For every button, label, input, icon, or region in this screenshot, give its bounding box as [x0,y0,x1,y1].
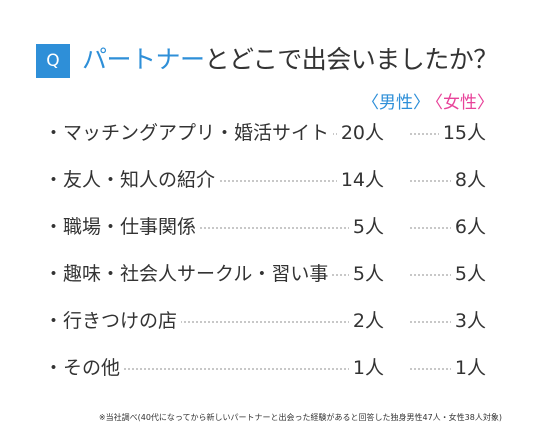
leader-dots [410,227,464,229]
footnote: ※当社調べ(40代になってから新しいパートナーと出会った経験があると回答した独身… [98,413,502,422]
leader-dots [410,133,464,135]
table-row: ・趣味・社会人サークル・習い事 5人 5人 [0,259,536,289]
table-row: ・マッチングアプリ・婚活サイト 20人 15人 [0,118,536,148]
table-row: ・職場・仕事関係 5人 6人 [0,212,536,242]
leader-dots [410,321,464,323]
female-count: 5人 [450,259,486,289]
male-count: 2人 [348,306,384,336]
title-highlight: パートナー [82,45,205,74]
row-label: ・職場・仕事関係 [44,212,201,242]
legend-male: 〈男性〉 [362,93,430,113]
row-label: ・友人・知人の紹介 [44,165,220,195]
row-label: ・行きつけの店 [44,306,182,336]
question-badge: Q [36,44,70,78]
row-label: ・その他 [44,353,125,383]
female-count: 3人 [450,306,486,336]
leader-dots [60,321,378,323]
leader-dots [410,368,464,370]
leader-dots [60,227,378,229]
male-count: 14人 [336,165,384,195]
legend-female: 〈女性〉 [426,93,494,113]
female-count: 15人 [438,118,486,148]
leader-dots [60,368,378,370]
table-row: ・行きつけの店 2人 3人 [0,306,536,336]
table-row: ・友人・知人の紹介 14人 8人 [0,165,536,195]
leader-dots [410,274,464,276]
title-rest: とどこで出会いましたか？ [204,45,499,74]
page-title: パートナーとどこで出会いましたか？ [82,40,498,80]
leader-dots [410,180,464,182]
male-count: 20人 [336,118,384,148]
male-count: 5人 [348,212,384,242]
male-count: 1人 [348,353,384,383]
female-count: 1人 [450,353,486,383]
male-count: 5人 [348,259,384,289]
table-row: ・その他 1人 1人 [0,353,536,383]
female-count: 6人 [450,212,486,242]
female-count: 8人 [450,165,486,195]
row-label: ・マッチングアプリ・婚活サイト [44,118,334,148]
row-label: ・趣味・社会人サークル・習い事 [44,259,333,289]
